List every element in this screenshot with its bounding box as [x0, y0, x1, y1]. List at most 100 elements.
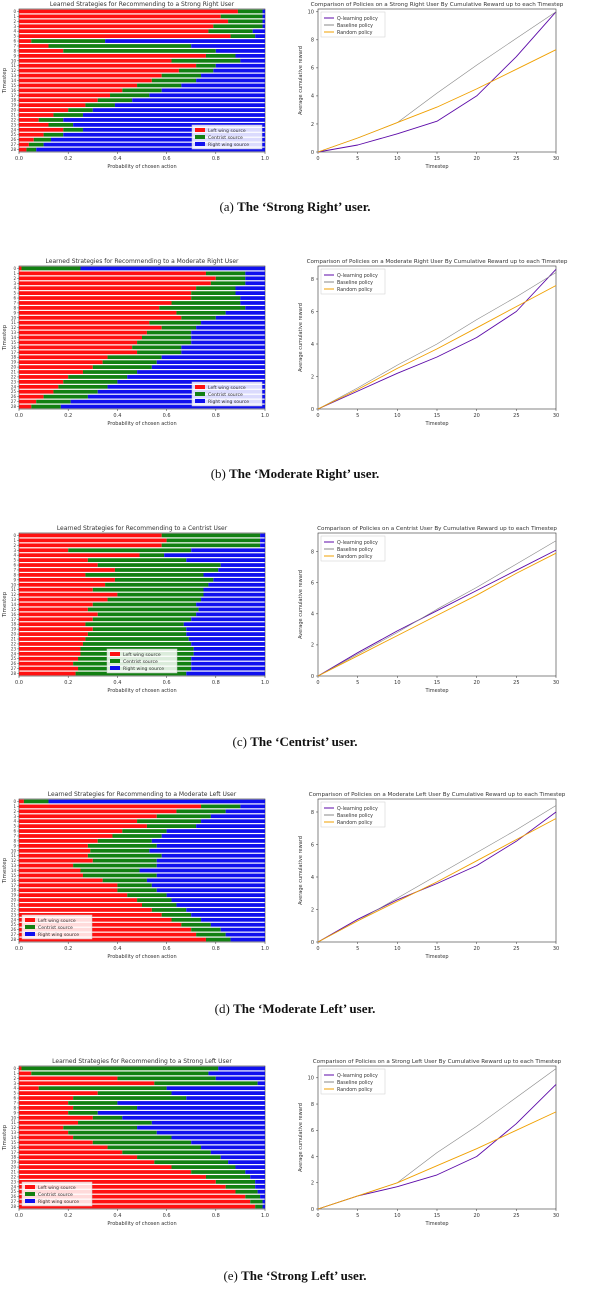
bar-segment — [63, 118, 265, 122]
y-axis-label: Timestep — [2, 324, 8, 351]
y-tick-label: 23 — [11, 646, 17, 651]
y-tick-label: 17 — [11, 883, 17, 888]
bar-segment — [19, 1135, 74, 1140]
y-tick-label: 0 — [311, 1207, 314, 1213]
bar-segment — [127, 375, 266, 379]
bar-segment — [218, 1066, 265, 1071]
series-line — [317, 49, 557, 153]
x-tick-label: 30 — [553, 413, 559, 419]
bar-segment — [19, 804, 202, 809]
y-tick-label: 1 — [13, 538, 16, 543]
bar-segment — [127, 893, 167, 898]
bar-segment — [19, 883, 118, 888]
caption-label: (c) — [232, 734, 247, 749]
line-chart-title: Comparison of Policies on a Moderate Rig… — [307, 259, 568, 265]
bar-segment — [19, 58, 172, 63]
bar-segment — [97, 612, 197, 617]
bar-segment — [19, 394, 44, 399]
y-tick-label: 15 — [11, 873, 17, 878]
y-tick-label: 9 — [13, 53, 16, 58]
bar-segment — [151, 78, 197, 83]
bar-segment — [19, 83, 138, 88]
subfigure-svg: Learned Strategies for Recommending to a… — [2, 1, 564, 170]
y-tick-label: 6 — [311, 1128, 314, 1134]
bar-segment — [196, 612, 265, 617]
bar-legend-label: Left wing source — [123, 652, 161, 658]
y-tick-label: 9 — [13, 577, 16, 582]
bar-segment — [19, 127, 64, 132]
bar-legend-swatch — [195, 135, 205, 139]
bar-segment — [149, 848, 265, 853]
y-tick-label: 20 — [11, 1165, 17, 1170]
bar-segment — [166, 893, 265, 898]
y-tick-label: 2 — [311, 1181, 314, 1187]
bar-segment — [117, 380, 266, 384]
subfigure-svg: Learned Strategies for Recommending to a… — [2, 1058, 562, 1227]
bar-segment — [186, 1096, 265, 1100]
bar-segment — [220, 1155, 265, 1160]
bar-segment — [97, 98, 133, 103]
bar-segment — [137, 898, 172, 902]
bar-segment — [19, 814, 157, 819]
bar-segment — [156, 888, 265, 893]
y-tick-label: 8 — [311, 1102, 314, 1108]
bar-segment — [85, 622, 184, 627]
x-tick-label: 20 — [473, 946, 479, 952]
bar-segment — [201, 819, 265, 824]
bar-segment — [19, 622, 86, 627]
bar-legend-label: Right wing source — [123, 666, 164, 672]
y-tick-label: 13 — [11, 330, 17, 335]
bar-segment — [181, 345, 265, 350]
bar-segment — [112, 834, 162, 838]
bar-segment — [19, 839, 98, 843]
x-tick-label: 25 — [513, 946, 519, 952]
y-tick-label: 6 — [311, 309, 314, 315]
y-tick-label: 1 — [13, 271, 16, 276]
bar-segment — [151, 883, 265, 888]
y-tick-label: 22 — [11, 374, 17, 379]
caption-label: (e) — [223, 1268, 238, 1283]
bar-segment — [87, 394, 265, 399]
y-tick-label: 2 — [311, 643, 314, 649]
bar-segment — [171, 58, 241, 63]
bar-segment — [82, 642, 192, 646]
bar-segment — [19, 666, 79, 671]
bar-segment — [82, 370, 138, 374]
x-tick-label: 0.2 — [64, 156, 72, 162]
series-line — [317, 540, 557, 677]
y-tick-label: 28 — [11, 671, 17, 676]
bar-segment — [262, 9, 265, 14]
x-axis-label: Timestep — [424, 421, 448, 427]
bar-segment — [19, 661, 74, 666]
bar-segment — [31, 39, 106, 43]
line-legend-label: Q-learning policy — [337, 540, 378, 546]
bar-segment — [85, 637, 189, 641]
y-tick-label: 0 — [311, 150, 314, 156]
bar-segment — [19, 824, 147, 828]
y-axis-label: Timestep — [2, 67, 8, 94]
y-tick-label: 21 — [11, 1170, 17, 1175]
y-tick-label: 25 — [11, 656, 17, 661]
y-tick-label: 2 — [13, 1076, 16, 1081]
bar-segment — [73, 863, 157, 868]
bar-segment — [205, 271, 246, 276]
bar-segment — [220, 563, 265, 567]
bar-segment — [255, 34, 265, 38]
bar-segment — [19, 617, 93, 622]
y-tick-label: 7 — [13, 833, 16, 838]
bar-segment — [19, 858, 93, 863]
bar-segment — [117, 888, 157, 893]
bar-chart-title: Learned Strategies for Recommending to a… — [57, 525, 228, 532]
bar-segment — [19, 1180, 216, 1184]
bar-segment — [151, 1120, 265, 1125]
x-tick-label: 0.8 — [212, 156, 220, 162]
bar-legend-label: Left wing source — [208, 385, 246, 391]
bar-segment — [19, 651, 81, 656]
bar-segment — [156, 843, 265, 848]
bar-segment — [19, 573, 86, 577]
y-axis-label: Average cumulative reward — [298, 303, 304, 372]
bar-segment — [19, 118, 39, 122]
bar-segment — [53, 389, 98, 394]
bar-segment — [245, 306, 265, 310]
